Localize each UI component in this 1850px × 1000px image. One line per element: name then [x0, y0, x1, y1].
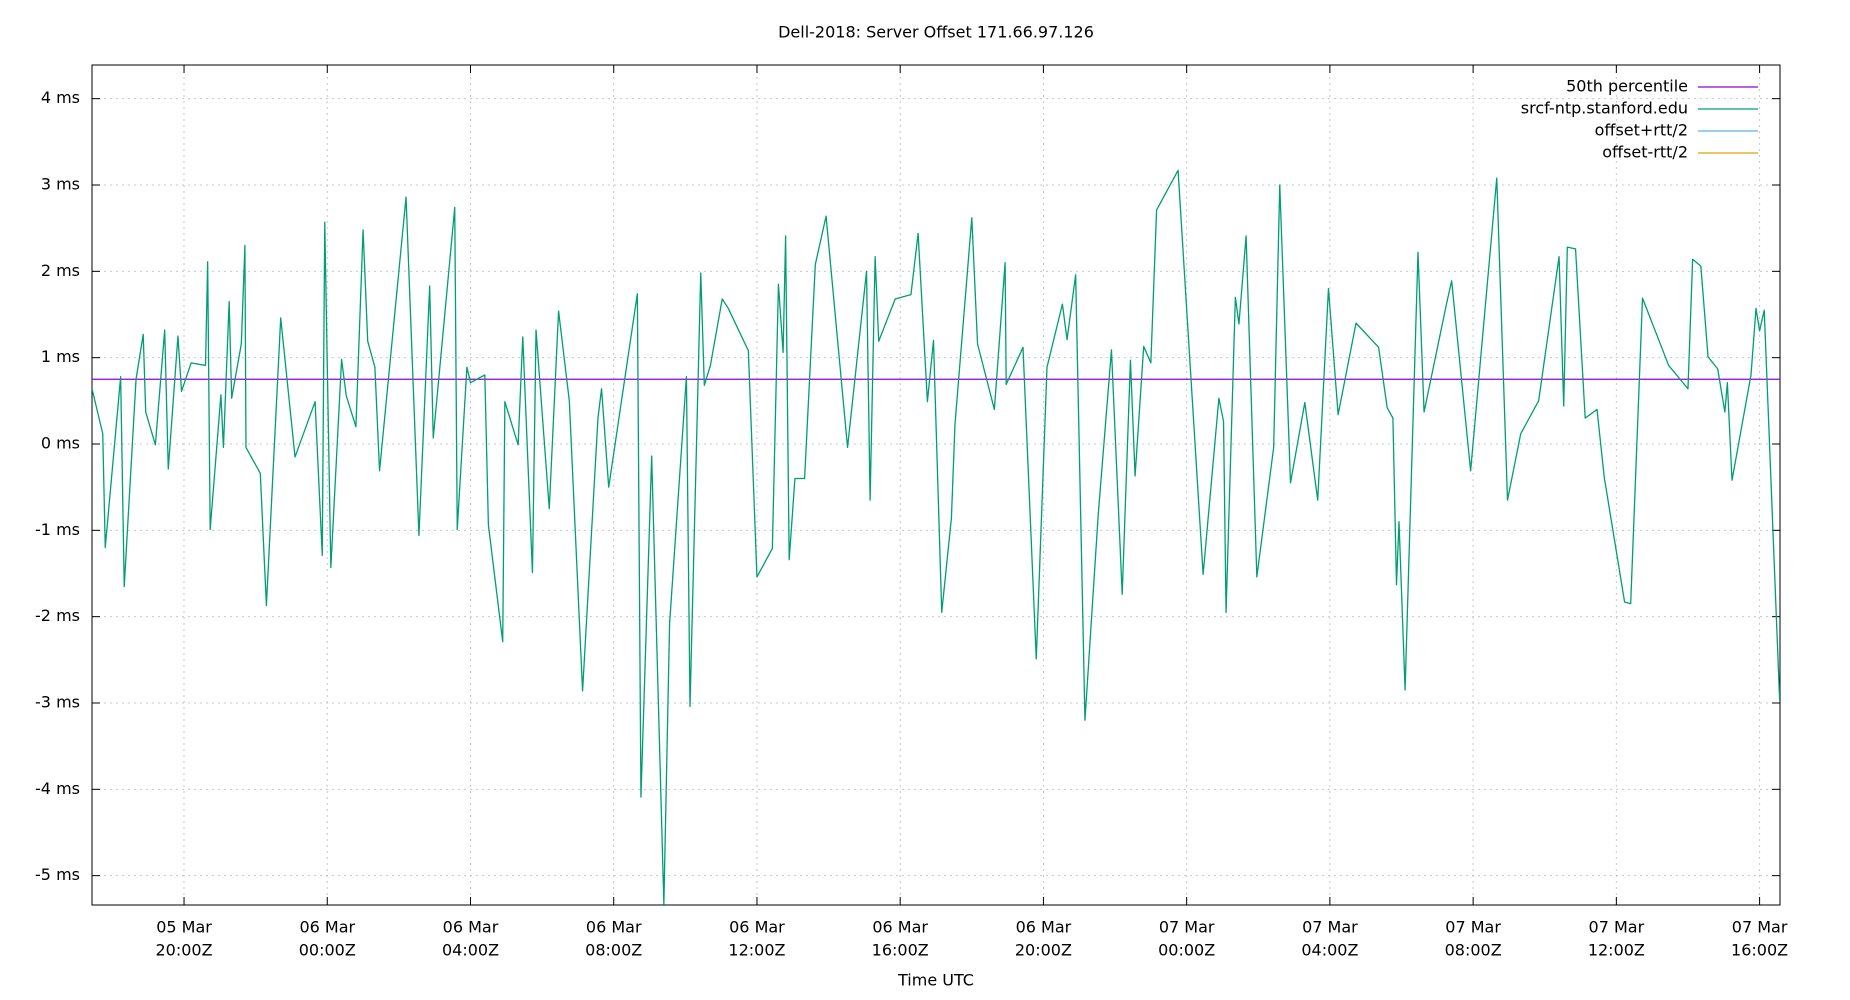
- legend-label: offset+rtt/2: [1595, 121, 1688, 140]
- plot-frame: [91, 64, 1781, 906]
- x-tick-label: 12:00Z: [1588, 941, 1645, 960]
- x-tick-label: 08:00Z: [585, 941, 642, 960]
- x-tick-label: 04:00Z: [442, 941, 499, 960]
- x-tick-label: 07 Mar: [1732, 918, 1788, 937]
- x-tick-label: 20:00Z: [155, 941, 212, 960]
- x-tick-label: 16:00Z: [872, 941, 929, 960]
- y-tick-label: 2 ms: [41, 261, 80, 280]
- x-tick-label: 07 Mar: [1589, 918, 1645, 937]
- x-tick-label: 20:00Z: [1015, 941, 1072, 960]
- x-tick-label: 00:00Z: [299, 941, 356, 960]
- x-tick-label: 06 Mar: [586, 918, 642, 937]
- x-tick-label: 05 Mar: [156, 918, 212, 937]
- y-tick-label: -1 ms: [35, 520, 80, 539]
- x-tick-label: 12:00Z: [728, 941, 785, 960]
- legend-label: 50th percentile: [1566, 77, 1688, 96]
- x-tick-label: 06 Mar: [872, 918, 928, 937]
- y-tick-label: 0 ms: [41, 433, 80, 452]
- y-tick-label: -3 ms: [35, 692, 80, 711]
- x-tick-label: 06 Mar: [1016, 918, 1072, 937]
- x-tick-label: 07 Mar: [1445, 918, 1501, 937]
- x-tick-label: 06 Mar: [299, 918, 355, 937]
- x-tick-label: 07 Mar: [1302, 918, 1358, 937]
- y-tick-label: -2 ms: [35, 606, 80, 625]
- y-tick-label: 1 ms: [41, 347, 80, 366]
- y-tick-label: -4 ms: [35, 779, 80, 798]
- chart-title: Dell-2018: Server Offset 171.66.97.126: [778, 23, 1094, 42]
- x-axis-title: Time UTC: [897, 971, 974, 990]
- x-tick-label: 08:00Z: [1445, 941, 1502, 960]
- legend-label: srcf-ntp.stanford.edu: [1521, 99, 1688, 118]
- plot-area: [92, 169, 1780, 905]
- data-line: [92, 169, 1780, 905]
- y-tick-label: 4 ms: [41, 88, 80, 107]
- legend-label: offset-rtt/2: [1602, 143, 1688, 162]
- x-tick-label: 06 Mar: [729, 918, 785, 937]
- x-tick-label: 04:00Z: [1301, 941, 1358, 960]
- x-tick-label: 07 Mar: [1159, 918, 1215, 937]
- x-tick-label: 16:00Z: [1731, 941, 1788, 960]
- y-tick-label: 3 ms: [41, 175, 80, 194]
- y-tick-label: -5 ms: [35, 865, 80, 884]
- x-tick-label: 06 Mar: [443, 918, 499, 937]
- x-tick-label: 00:00Z: [1158, 941, 1215, 960]
